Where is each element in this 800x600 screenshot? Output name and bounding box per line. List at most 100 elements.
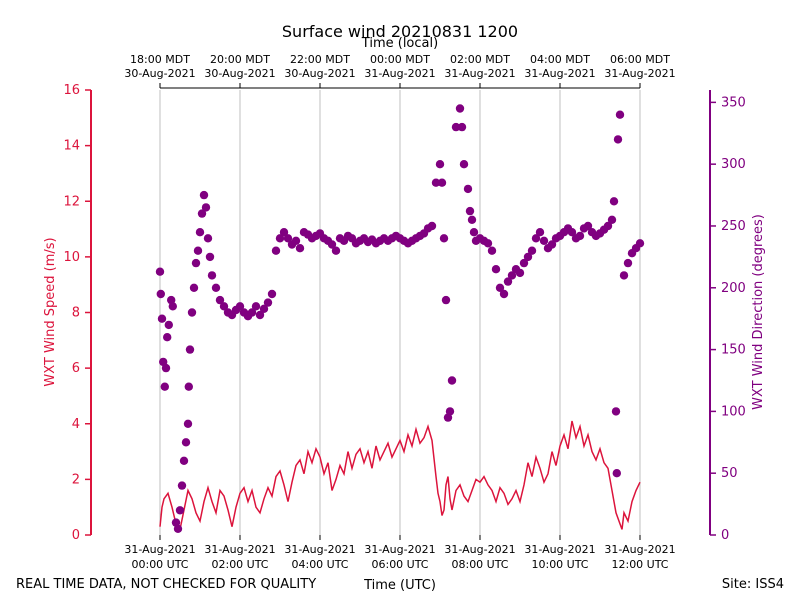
wind-direction-point [431,178,441,187]
left-tick-label: 10 [63,250,80,265]
wind-direction-point [175,506,185,515]
bottom-tick-label: 08:00 UTC [451,558,508,571]
bottom-tick-date: 31-Aug-2021 [124,543,195,556]
wind-direction-point [619,271,629,280]
wind-direction-point [523,252,533,262]
bottom-tick-date: 31-Aug-2021 [524,543,595,556]
left-axis-label: WXT Wind Speed (m/s) [43,237,58,386]
wind-direction-point [201,203,211,212]
top-tick-date: 31-Aug-2021 [444,67,515,80]
bottom-tick-date: 31-Aug-2021 [364,543,435,556]
wind-direction-point [195,228,205,237]
right-tick-label: 350 [721,95,746,110]
wind-speed-line [159,420,641,532]
left-tick-label: 6 [72,361,80,376]
wind-direction-point [255,310,265,320]
top-tick-date: 31-Aug-2021 [364,67,435,80]
top-tick-label: 22:00 MDT [290,53,350,66]
wind-direction-point [160,382,169,391]
wind-direction-point [609,197,619,206]
wind-direction-point [519,258,529,268]
top-tick-label: 18:00 MDT [130,53,190,66]
wind-direction-point [161,363,171,373]
wind-direction-point [495,283,505,292]
top-axis-label: Time (local) [361,36,438,51]
top-tick-label: 20:00 MDT [210,53,270,66]
wind-direction-point [211,283,221,292]
wind-direction-point [483,239,493,248]
bottom-tick-label: 04:00 UTC [291,558,348,571]
wind-direction-point [427,221,437,231]
wind-direction-point [531,234,541,243]
wind-direction-point [612,469,621,478]
wind-direction-point [607,215,617,224]
wind-direction-point [447,376,457,385]
wind-direction-point [155,267,165,276]
wind-direction-point [469,228,479,237]
wind-direction-point [189,283,199,292]
wind-direction-point [615,110,625,119]
bottom-tick-date: 31-Aug-2021 [444,543,515,556]
wind-direction-point [207,271,217,280]
wind-direction-point [187,308,197,317]
bottom-tick-date: 31-Aug-2021 [604,543,675,556]
right-axis-label: WXT Wind Direction (degrees) [751,214,766,410]
right-tick-label: 150 [721,343,746,358]
wind-direction-point [437,178,447,187]
wind-direction-point [291,236,301,245]
bottom-tick-date: 31-Aug-2021 [284,543,355,556]
wind-direction-point [199,190,209,200]
wind-direction-point [219,302,229,311]
wind-direction-point [157,314,167,323]
bottom-tick-label: 10:00 UTC [531,558,588,571]
wind-direction-point [327,240,337,249]
wind-direction-point [271,246,281,255]
wind-direction-point [487,246,497,255]
wind-direction-point [181,438,191,447]
top-tick-date: 30-Aug-2021 [124,67,195,80]
wind-direction-point [203,234,213,243]
wind-direction-point [235,302,245,311]
wind-direction-point [279,228,289,237]
wind-direction-point [463,184,473,194]
top-tick-date: 31-Aug-2021 [524,67,595,80]
wind-direction-point [183,419,193,428]
wind-direction-point [515,268,525,278]
wind-direction-point [623,258,633,268]
right-tick-label: 250 [721,219,746,234]
bottom-tick-label: 00:00 UTC [131,558,188,571]
wind-direction-point [439,234,449,243]
wind-direction-point [575,231,585,241]
top-tick-label: 06:00 MDT [610,53,670,66]
left-tick-label: 4 [72,417,80,432]
bottom-tick-label: 06:00 UTC [371,558,428,571]
wind-direction-point [465,206,475,216]
left-tick-label: 16 [63,83,80,98]
top-tick-date: 30-Aug-2021 [284,67,355,80]
left-tick-label: 2 [72,472,80,487]
right-tick-label: 0 [721,528,729,543]
left-tick-label: 0 [72,528,80,543]
wind-direction-point [185,345,195,354]
wind-direction-point [613,135,623,144]
wind-direction-point [163,333,172,342]
wind-direction-point [263,298,273,307]
top-tick-date: 31-Aug-2021 [604,67,675,80]
grid-lines [159,90,641,535]
wind-direction-point [527,246,537,255]
wind-speed-series [159,420,641,532]
wind-direction-point [191,258,201,268]
wind-direction-point [173,524,183,533]
right-tick-label: 200 [721,281,746,296]
wind-direction-point [267,289,277,299]
wind-direction-point [295,244,305,253]
wind-direction-point [603,221,613,231]
bottom-tick-label: 12:00 UTC [611,558,668,571]
wind-direction-point [205,252,215,262]
chart-title: Surface wind 20210831 1200 [282,22,518,41]
wind-direction-point [164,320,173,330]
wind-direction-point [193,246,203,255]
wind-direction-point [611,407,621,416]
